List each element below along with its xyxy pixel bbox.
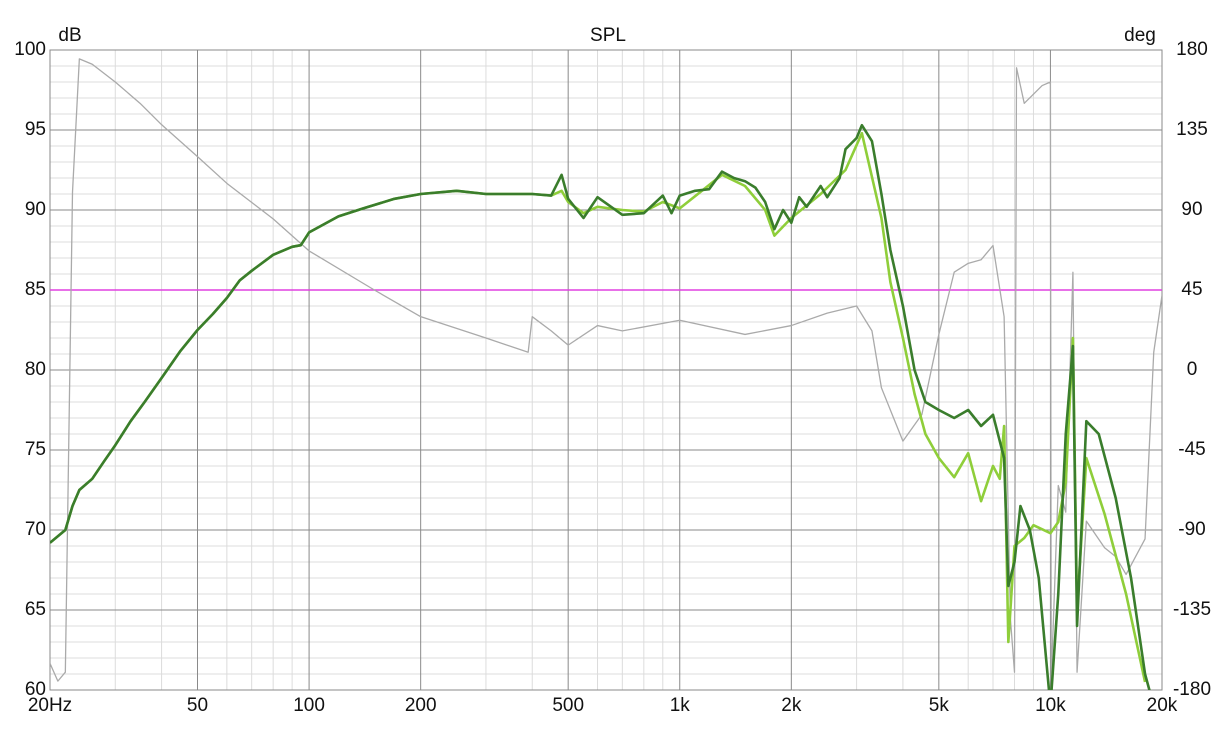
- y-tick-label: 85: [25, 279, 46, 300]
- y2-tick-label: 135: [1176, 119, 1208, 140]
- y2-tick-label: 45: [1181, 279, 1202, 300]
- y2-tick-label: -90: [1178, 519, 1205, 540]
- y2-axis-unit: deg: [1124, 25, 1156, 46]
- y-tick-label: 80: [25, 359, 46, 380]
- x-tick-label: 10k: [1035, 695, 1066, 716]
- y2-tick-label: 180: [1176, 39, 1208, 60]
- chart-title: SPL: [590, 25, 626, 46]
- x-tick-label: 5k: [929, 695, 950, 716]
- x-tick-label: 100: [293, 695, 325, 716]
- x-tick-label: 2k: [781, 695, 802, 716]
- x-tick-label: 500: [552, 695, 584, 716]
- y2-tick-label: -45: [1178, 439, 1205, 460]
- labels: 20Hz 50 100 200 500 1k 2k 5k 10k 20k 60 65 70 75 80 85 9…: [14, 39, 1211, 716]
- x-tick-label: 200: [405, 695, 437, 716]
- y-tick-label: 95: [25, 119, 46, 140]
- x-tick-label: 1k: [670, 695, 691, 716]
- y-tick-label: 70: [25, 519, 46, 540]
- y2-tick-label: -180: [1173, 679, 1211, 700]
- plot-lines: [50, 58, 1162, 690]
- series-line: [50, 58, 1162, 682]
- y-tick-label: 60: [25, 679, 46, 700]
- grid: [49, 49, 1163, 691]
- y-axis-unit: dB: [58, 25, 81, 46]
- y2-tick-label: 0: [1187, 359, 1198, 380]
- y-tick-label: 75: [25, 439, 46, 460]
- y2-tick-label: -135: [1173, 599, 1211, 620]
- y-tick-label: 65: [25, 599, 46, 620]
- x-tick-label: 50: [187, 695, 208, 716]
- y-tick-label: 90: [25, 199, 46, 220]
- x-tick-label: 20k: [1147, 695, 1178, 716]
- series-line: [50, 123, 1151, 690]
- y-tick-label: 100: [14, 39, 46, 60]
- y2-tick-label: 90: [1181, 199, 1202, 220]
- x-tick-label: 20Hz: [28, 695, 72, 716]
